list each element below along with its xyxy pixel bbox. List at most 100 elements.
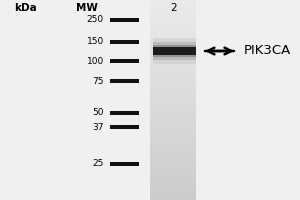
Bar xyxy=(150,4,197,6)
Bar xyxy=(110,162,139,166)
Bar xyxy=(150,76,197,78)
Bar xyxy=(150,182,197,184)
Bar xyxy=(150,176,197,178)
Bar xyxy=(150,60,197,62)
Bar xyxy=(150,150,197,152)
Bar xyxy=(150,148,197,150)
Bar xyxy=(150,68,197,70)
Bar xyxy=(150,166,197,168)
Bar xyxy=(150,56,197,58)
Bar xyxy=(150,138,197,140)
Bar xyxy=(150,26,197,28)
Bar xyxy=(150,20,197,22)
Bar xyxy=(150,86,197,88)
Bar xyxy=(150,196,197,198)
Bar xyxy=(150,38,197,40)
Bar xyxy=(150,112,197,114)
Bar xyxy=(150,40,197,42)
Bar xyxy=(150,98,197,100)
Bar xyxy=(150,46,197,48)
Bar xyxy=(150,90,197,92)
Bar xyxy=(110,59,139,63)
Bar xyxy=(150,66,197,68)
Bar xyxy=(150,30,197,32)
Bar xyxy=(150,178,197,180)
Bar xyxy=(110,111,139,115)
Bar xyxy=(150,122,197,124)
Bar xyxy=(150,146,197,148)
Bar xyxy=(150,24,197,26)
Bar xyxy=(150,192,197,194)
Text: 50: 50 xyxy=(92,108,104,117)
Bar xyxy=(150,110,197,112)
Bar xyxy=(150,144,197,146)
Bar xyxy=(150,136,197,138)
Bar xyxy=(150,10,197,12)
Text: PIK3CA: PIK3CA xyxy=(244,45,291,58)
Bar xyxy=(150,54,197,56)
Bar xyxy=(150,32,197,34)
Bar xyxy=(150,198,197,200)
Bar xyxy=(150,152,197,154)
Bar xyxy=(150,172,197,174)
Text: 75: 75 xyxy=(92,76,104,86)
Bar xyxy=(150,88,197,90)
Bar xyxy=(150,84,197,86)
Bar xyxy=(150,16,197,18)
Bar xyxy=(150,34,197,36)
Bar xyxy=(150,96,197,98)
Text: MW: MW xyxy=(76,3,98,13)
Bar xyxy=(150,104,197,106)
Bar xyxy=(150,74,197,76)
Bar xyxy=(150,108,197,110)
Bar xyxy=(150,180,197,182)
Bar xyxy=(150,118,197,120)
Bar xyxy=(153,47,196,55)
Bar xyxy=(150,188,197,190)
Bar xyxy=(150,116,197,118)
Bar xyxy=(150,132,197,134)
Bar xyxy=(150,126,197,128)
Bar xyxy=(150,12,197,14)
Bar xyxy=(150,22,197,24)
Bar xyxy=(150,42,197,44)
Text: 150: 150 xyxy=(87,38,104,46)
Bar xyxy=(150,168,197,170)
Bar xyxy=(150,170,197,172)
Bar xyxy=(150,52,197,54)
Bar xyxy=(150,130,197,132)
Bar xyxy=(150,72,197,74)
Bar xyxy=(110,18,139,22)
Bar xyxy=(150,142,197,144)
Bar xyxy=(150,78,197,80)
Bar xyxy=(150,6,197,8)
Bar xyxy=(150,120,197,122)
Bar xyxy=(150,184,197,186)
Bar xyxy=(150,62,197,64)
Bar xyxy=(150,14,197,16)
Bar xyxy=(150,160,197,162)
Bar xyxy=(150,36,197,38)
Text: kDa: kDa xyxy=(14,3,37,13)
Text: 250: 250 xyxy=(87,16,104,24)
Bar xyxy=(150,194,197,196)
Bar xyxy=(150,0,197,2)
Bar xyxy=(150,140,197,142)
Bar xyxy=(150,114,197,116)
Bar xyxy=(150,106,197,108)
Bar xyxy=(150,58,197,60)
Bar xyxy=(150,82,197,84)
Bar xyxy=(150,92,197,94)
Bar xyxy=(150,64,197,66)
Bar xyxy=(150,28,197,30)
Bar xyxy=(150,164,197,166)
Bar xyxy=(150,2,197,4)
Bar xyxy=(150,128,197,130)
Bar xyxy=(150,80,197,82)
Bar xyxy=(110,125,139,129)
Bar xyxy=(150,18,197,20)
Bar xyxy=(150,124,197,126)
Bar xyxy=(153,38,196,64)
Bar xyxy=(153,42,196,60)
Bar xyxy=(150,156,197,158)
